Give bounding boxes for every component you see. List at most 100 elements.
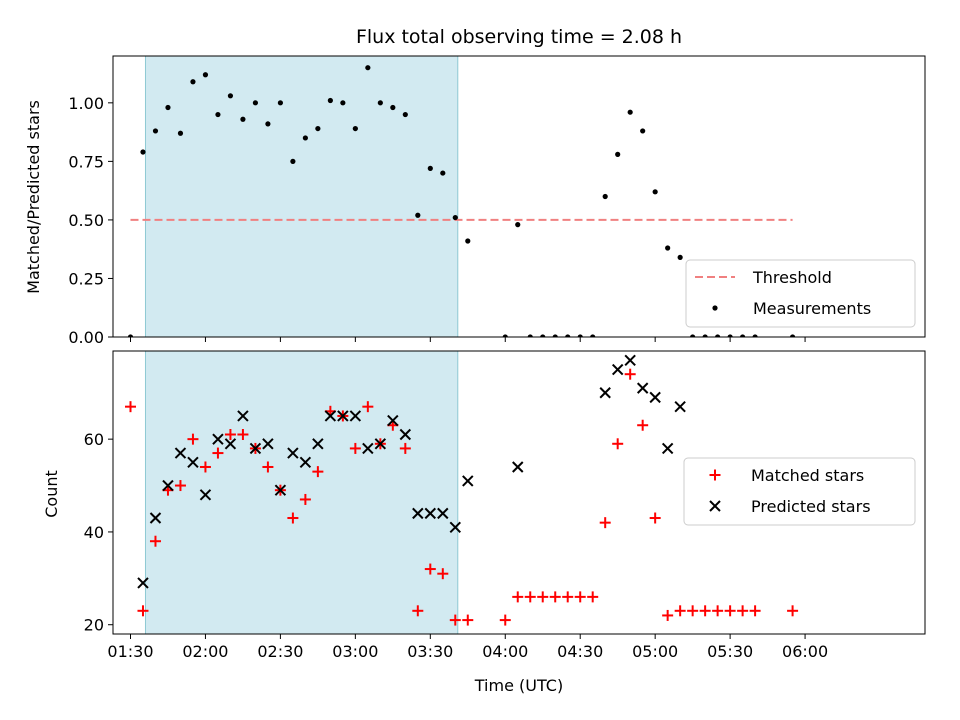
predicted-star-point <box>162 479 174 492</box>
measurement-point <box>127 334 134 337</box>
top-y-tick-label: 0.50 <box>68 211 104 230</box>
matched-star-point <box>599 517 611 529</box>
matched-star-point <box>612 438 624 450</box>
legend-matched-swatch <box>709 469 721 481</box>
predicted-star-point <box>312 438 324 450</box>
measurement-point <box>277 100 283 106</box>
measurement-point <box>290 158 296 164</box>
legend-matched-label: Matched stars <box>751 466 864 485</box>
x-tick-label: 01:30 <box>107 642 153 661</box>
predicted-star-point <box>362 442 374 455</box>
predicted-star-point <box>249 442 262 455</box>
top-legend: Threshold Measurements <box>685 259 916 328</box>
matched-star-point <box>499 614 511 626</box>
measurement-point <box>440 170 446 176</box>
predicted-star-point <box>262 438 274 450</box>
predicted-star-point <box>399 428 412 441</box>
matched-star-point <box>637 419 649 431</box>
measurement-point <box>515 222 521 228</box>
matched-star-point <box>749 605 761 617</box>
x-axis-label: Time (UTC) <box>474 676 563 695</box>
measurement-point <box>365 65 371 71</box>
matched-star-point <box>349 442 361 454</box>
measurement-point <box>177 130 184 136</box>
predicted-star-point <box>187 456 199 469</box>
bottom-y-tick-label: 40 <box>84 523 104 542</box>
predicted-star-point <box>224 438 237 450</box>
measurement-point <box>615 151 621 157</box>
matched-star-point <box>137 605 149 617</box>
predicted-star-point <box>437 507 449 520</box>
top-y-tick-label: 0.00 <box>68 328 104 347</box>
measurement-point <box>315 125 321 132</box>
predicted-star-point <box>649 391 661 404</box>
measurement-point <box>677 254 683 260</box>
bottom-series-1 <box>124 368 799 626</box>
matched-star-point <box>224 429 236 441</box>
top-y-tick-label: 0.75 <box>68 152 104 171</box>
measurement-point <box>152 128 159 134</box>
measurement-point <box>327 97 333 104</box>
matched-star-point <box>412 605 424 617</box>
measurement-point <box>265 121 271 127</box>
predicted-star-point <box>149 512 162 524</box>
predicted-star-point <box>512 461 524 473</box>
predicted-star-point <box>287 447 299 459</box>
matched-star-point <box>737 605 749 617</box>
measurement-point <box>452 214 458 221</box>
measurement-point <box>465 238 471 244</box>
matched-star-point <box>287 512 299 524</box>
matched-star-point <box>674 605 686 617</box>
measurement-point <box>540 334 546 337</box>
bottom-series-2 <box>137 354 686 589</box>
measurement-point <box>415 212 421 218</box>
matched-star-point <box>549 591 561 603</box>
top-y-tick-label: 0.25 <box>68 269 104 288</box>
measurement-point <box>352 125 358 132</box>
x-tick-label: 05:00 <box>632 642 678 661</box>
x-tick-label: 02:30 <box>257 642 303 661</box>
matched-star-point <box>524 591 536 603</box>
bottom-legend: Matched stars Predicted stars <box>683 457 916 526</box>
x-tick-label: 03:30 <box>407 642 453 661</box>
predicted-star-point <box>174 447 187 459</box>
matched-star-point <box>587 591 599 603</box>
legend-box <box>683 457 916 526</box>
predicted-star-point <box>661 442 674 455</box>
measurement-point <box>627 109 633 115</box>
predicted-star-point <box>674 400 686 413</box>
predicted-star-point <box>212 433 224 445</box>
top-shaded-interval <box>144 56 459 337</box>
measurement-point <box>652 189 658 195</box>
measurement-point <box>427 165 433 171</box>
measurement-point <box>640 128 646 134</box>
matched-star-point <box>437 568 449 580</box>
measurement-point <box>752 334 758 337</box>
measurement-point <box>340 100 346 106</box>
measurement-point <box>402 111 408 118</box>
measurement-point <box>202 72 209 78</box>
top-series-1 <box>127 65 796 337</box>
measurement-point <box>227 93 234 99</box>
measurement-point <box>527 334 533 337</box>
measurement-point <box>302 135 308 141</box>
measurement-point <box>740 334 746 337</box>
matched-star-point <box>262 461 274 473</box>
measurement-point <box>789 334 796 337</box>
measurement-point <box>377 100 383 106</box>
predicted-star-point <box>449 521 461 534</box>
predicted-star-point <box>299 456 312 469</box>
measurement-point <box>215 111 221 118</box>
bottom-y-tick-label: 20 <box>84 616 104 635</box>
matched-star-point <box>512 591 524 603</box>
predicted-star-point <box>599 387 611 399</box>
predicted-star-point <box>424 507 437 520</box>
predicted-star-point <box>324 410 337 422</box>
bottom-y-axis-label: Count <box>42 470 61 518</box>
x-tick-label: 04:00 <box>482 642 528 661</box>
measurement-point <box>702 334 708 337</box>
bottom-panel: 20 40 60 01:30 02:00 02:30 03:00 03:30 04:00 04:3… <box>84 350 926 661</box>
legend-predicted-swatch <box>709 500 721 512</box>
measurement-point <box>552 334 558 337</box>
